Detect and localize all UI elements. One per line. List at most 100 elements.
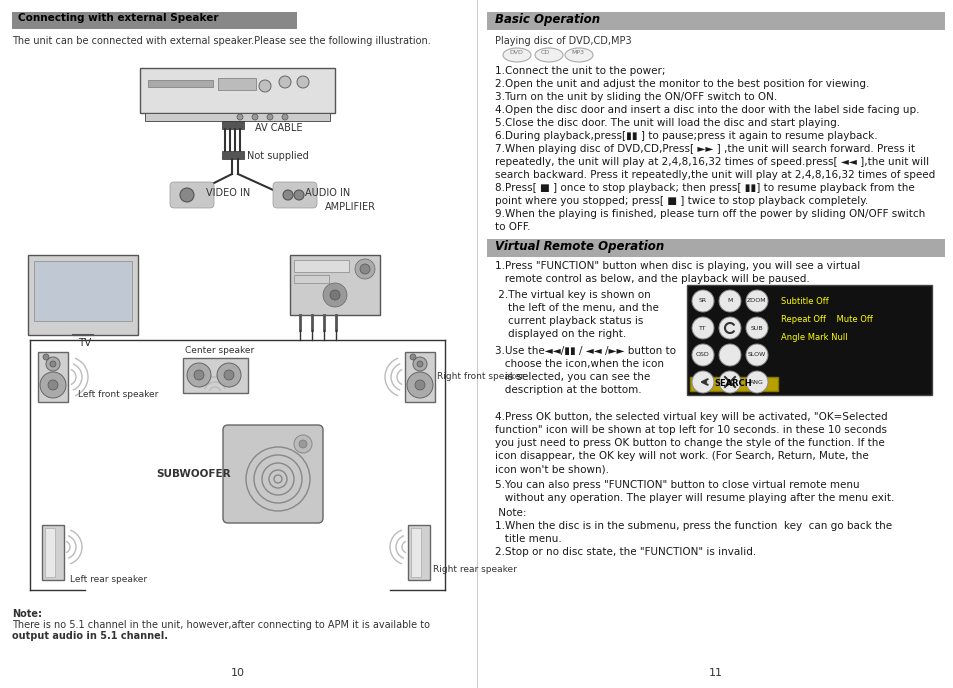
Text: icon disappear, the OK key will not work. (For Search, Return, Mute, the: icon disappear, the OK key will not work… (495, 451, 868, 461)
Text: 1.Connect the unit to the power;: 1.Connect the unit to the power; (495, 66, 665, 76)
Text: 4.Open the disc door and insert a disc into the door with the label side facing : 4.Open the disc door and insert a disc i… (495, 105, 919, 115)
Circle shape (43, 354, 49, 360)
Circle shape (359, 264, 370, 274)
Bar (411, 528, 420, 577)
Text: Left front speaker: Left front speaker (78, 390, 158, 399)
Text: The unit can be connected with external speaker.Please see the following illustr: The unit can be connected with external … (12, 36, 431, 46)
Circle shape (719, 344, 740, 366)
Text: CD: CD (540, 50, 550, 55)
Bar (12, 12, 296, 29)
Circle shape (416, 361, 422, 367)
Bar (218, 78, 255, 90)
Text: you just need to press OK button to change the style of the function. If the: you just need to press OK button to chan… (495, 438, 883, 448)
Text: remote control as below, and the playback will be paused.: remote control as below, and the playbac… (495, 274, 809, 284)
Circle shape (294, 435, 312, 453)
Text: Connecting with external Speaker: Connecting with external Speaker (18, 13, 218, 23)
Circle shape (745, 344, 767, 366)
Text: title menu.: title menu. (495, 534, 561, 544)
Text: ZOOM: ZOOM (746, 299, 766, 303)
Text: output audio in 5.1 channel.: output audio in 5.1 channel. (12, 631, 168, 641)
Bar (145, 113, 330, 121)
Text: the left of the menu, and the: the left of the menu, and the (495, 303, 659, 313)
Circle shape (216, 363, 241, 387)
Text: 4.Press OK button, the selected virtual key will be activated, "OK=Selected: 4.Press OK button, the selected virtual … (495, 412, 886, 422)
Circle shape (745, 290, 767, 312)
Bar (45, 528, 55, 577)
Circle shape (410, 354, 416, 360)
Text: repeatedly, the unit will play at 2,4,8,16,32 times of speed.press[ ◄◄ ],the uni: repeatedly, the unit will play at 2,4,8,… (495, 157, 928, 167)
Text: 1.Press "FUNCTION" button when disc is playing, you will see a virtual: 1.Press "FUNCTION" button when disc is p… (495, 261, 860, 271)
Circle shape (187, 363, 211, 387)
Text: 5.You can also press "FUNCTION" button to close virtual remote menu: 5.You can also press "FUNCTION" button t… (495, 480, 859, 490)
Text: Subtitle Off: Subtitle Off (781, 297, 828, 306)
Circle shape (193, 370, 204, 380)
Bar (222, 151, 244, 159)
Bar (290, 255, 379, 315)
Text: 8.Press[ ■ ] once to stop playback; then press[ ▮▮] to resume playback from the: 8.Press[ ■ ] once to stop playback; then… (495, 183, 914, 193)
Ellipse shape (535, 48, 562, 62)
Circle shape (236, 114, 243, 120)
Bar (486, 239, 944, 257)
Text: point where you stopped; press[ ■ ] twice to stop playback completely.: point where you stopped; press[ ■ ] twic… (495, 196, 867, 206)
Text: TV: TV (78, 338, 91, 348)
Circle shape (48, 380, 58, 390)
Circle shape (691, 317, 713, 339)
Bar (686, 285, 931, 395)
Circle shape (283, 190, 293, 200)
Text: AUDIO IN: AUDIO IN (305, 188, 350, 198)
Text: Playing disc of DVD,CD,MP3: Playing disc of DVD,CD,MP3 (495, 36, 631, 46)
Text: SLOW: SLOW (747, 352, 765, 358)
Circle shape (294, 190, 304, 200)
Circle shape (278, 76, 291, 88)
Circle shape (298, 440, 307, 448)
Text: 2.Open the unit and adjust the monitor to the best position for viewing.: 2.Open the unit and adjust the monitor t… (495, 79, 868, 89)
Text: 9.When the playing is finished, please turn off the power by sliding ON/OFF swit: 9.When the playing is finished, please t… (495, 209, 924, 219)
Text: current playback status is: current playback status is (495, 316, 642, 326)
Circle shape (691, 344, 713, 366)
Text: Right rear speaker: Right rear speaker (433, 565, 517, 574)
Text: Right front speaker: Right front speaker (436, 372, 523, 381)
Text: There is no 5.1 channel in the unit, however,after connecting to APM it is avail: There is no 5.1 channel in the unit, how… (12, 620, 430, 630)
FancyBboxPatch shape (273, 182, 316, 208)
Circle shape (224, 370, 233, 380)
Text: M: M (726, 299, 732, 303)
FancyBboxPatch shape (223, 425, 323, 523)
Text: 10: 10 (231, 668, 245, 678)
Text: 11: 11 (708, 668, 722, 678)
Circle shape (296, 76, 309, 88)
Bar (689, 377, 778, 391)
Text: SUBWOOFER: SUBWOOFER (156, 469, 231, 479)
Circle shape (282, 114, 288, 120)
Bar (294, 275, 329, 283)
Bar (28, 255, 138, 335)
Text: 2.Stop or no disc state, the "FUNCTION" is invalid.: 2.Stop or no disc state, the "FUNCTION" … (495, 547, 756, 557)
Text: ANG: ANG (749, 380, 763, 385)
Bar (34, 261, 132, 321)
Circle shape (719, 290, 740, 312)
Text: Repeat Off    Mute Off: Repeat Off Mute Off (781, 315, 872, 324)
Circle shape (415, 380, 424, 390)
Text: TT: TT (699, 325, 706, 330)
Circle shape (50, 361, 56, 367)
Text: 6.During playback,press[▮▮ ] to pause;press it again to resume playback.: 6.During playback,press[▮▮ ] to pause;pr… (495, 131, 877, 141)
Circle shape (267, 114, 273, 120)
Bar (486, 12, 944, 30)
Text: 2.The virtual key is shown on: 2.The virtual key is shown on (495, 290, 650, 300)
Text: Angle Mark Null: Angle Mark Null (781, 333, 846, 342)
Bar (405, 352, 435, 402)
Text: SUB: SUB (750, 325, 762, 330)
Circle shape (745, 317, 767, 339)
Text: 7.When playing disc of DVD,CD,Press[ ►► ] ,the unit will search forward. Press i: 7.When playing disc of DVD,CD,Press[ ►► … (495, 144, 914, 154)
Text: OSD: OSD (696, 352, 709, 358)
Text: AV CABLE: AV CABLE (254, 123, 302, 133)
Circle shape (40, 372, 66, 398)
Bar (294, 260, 349, 272)
Bar (148, 80, 213, 87)
Text: MP3: MP3 (571, 50, 583, 55)
Circle shape (355, 259, 375, 279)
Circle shape (46, 357, 60, 371)
Text: description at the bottom.: description at the bottom. (495, 385, 641, 395)
Circle shape (691, 290, 713, 312)
Text: 3.Use the◄◄/▮▮ / ◄◄ /►► button to: 3.Use the◄◄/▮▮ / ◄◄ /►► button to (495, 346, 676, 356)
Text: without any operation. The player will resume playing after the menu exit.: without any operation. The player will r… (495, 493, 894, 503)
